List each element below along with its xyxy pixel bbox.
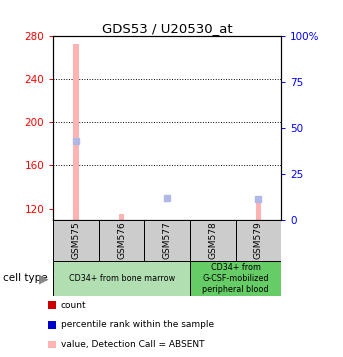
Text: value, Detection Call = ABSENT: value, Detection Call = ABSENT bbox=[61, 340, 204, 349]
Text: GSM575: GSM575 bbox=[71, 221, 81, 259]
Title: GDS53 / U20530_at: GDS53 / U20530_at bbox=[102, 21, 233, 35]
Text: cell type: cell type bbox=[3, 273, 48, 283]
Text: GSM579: GSM579 bbox=[254, 221, 263, 259]
Text: ▶: ▶ bbox=[39, 272, 49, 285]
Text: percentile rank within the sample: percentile rank within the sample bbox=[61, 320, 214, 330]
Bar bbox=[73, 44, 79, 220]
Bar bbox=[190, 261, 281, 296]
Bar bbox=[99, 220, 144, 261]
Bar bbox=[53, 220, 99, 261]
Text: GSM578: GSM578 bbox=[208, 221, 217, 259]
Text: GSM576: GSM576 bbox=[117, 221, 126, 259]
Bar bbox=[256, 201, 261, 220]
Text: GSM577: GSM577 bbox=[163, 221, 172, 259]
Bar bbox=[190, 220, 236, 261]
Bar bbox=[236, 220, 281, 261]
Bar bbox=[144, 220, 190, 261]
Text: CD34+ from
G-CSF-mobilized
peripheral blood: CD34+ from G-CSF-mobilized peripheral bl… bbox=[202, 263, 269, 294]
Bar bbox=[119, 214, 124, 220]
Text: CD34+ from bone marrow: CD34+ from bone marrow bbox=[69, 274, 175, 283]
Text: count: count bbox=[61, 301, 86, 310]
Bar bbox=[53, 261, 190, 296]
